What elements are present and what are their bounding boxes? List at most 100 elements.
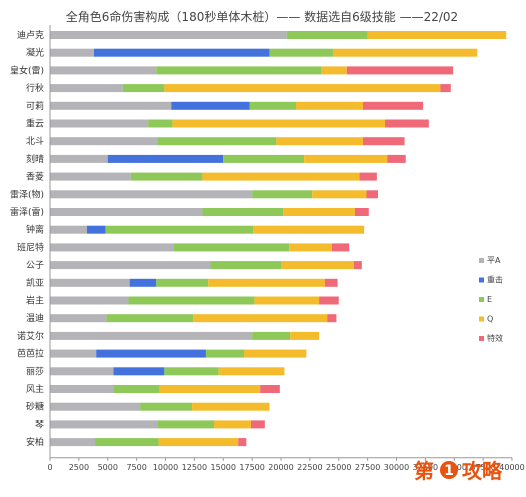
bar-segment [157,137,277,146]
bar-segment [290,331,320,340]
bar-segment [50,314,107,323]
bar-segment [157,420,215,429]
bar-segment [148,119,173,128]
bar-segment [286,31,368,39]
category-label: 公子 [26,260,44,271]
bar-segment [319,296,339,305]
legend-swatch [479,316,484,322]
bar-segment [193,314,328,323]
category-label: 钟离 [26,224,44,236]
bar-segment [50,172,131,181]
bar-segment [50,225,87,234]
bar-segment [96,349,206,358]
x-tick-label: 5000 [98,463,118,472]
bar-segment [214,420,251,429]
bar-segment [210,261,281,270]
watermark-text: 第 [414,459,434,483]
bar-segment [106,314,194,323]
bar-segment [50,402,141,411]
bar-segment [113,367,165,376]
x-tick-label: 22500 [297,463,322,472]
bar-segment [50,101,172,110]
bar-segment [140,402,193,411]
bar-segment [331,243,350,252]
legend-label: 重击 [487,275,503,285]
bar-segment [238,438,247,447]
bar-segment [289,243,332,252]
bar-segment [387,154,406,163]
watermark-text-2: 攻略 [462,459,503,483]
category-label: 雷泽(物) [10,188,44,200]
legend-label: E [487,295,492,304]
bar-segment [164,367,219,376]
bar-segment [113,385,160,393]
category-label: 凯亚 [26,277,44,289]
bar-segment [324,278,338,287]
bar-segment [128,296,255,305]
bar-segment [276,137,364,146]
legend-label: 特效 [487,333,503,343]
bars-layer [50,31,507,447]
bar-segment [296,101,364,110]
bar-segment [327,314,337,323]
category-label: 砂糖 [26,401,44,413]
category-label: 风主 [26,383,44,395]
x-tick-label: 27500 [355,463,380,472]
bar-segment [250,420,265,429]
bar-segment [208,278,325,287]
category-label: 琴 [35,419,44,430]
x-tick-label: 25000 [326,463,351,472]
category-label: 丽莎 [26,365,44,377]
category-label: 香菱 [26,171,44,183]
bar-segment [50,261,211,270]
watermark-badge [440,461,458,479]
bar-segment [156,278,209,287]
bar-segment [304,154,388,163]
bar-segment [367,31,507,39]
bar-segment [269,48,333,57]
bar-segment [173,243,290,252]
bar-segment [346,66,454,75]
bar-segment [164,84,441,93]
bar-segment [223,154,305,163]
x-tick-label: 40000 [499,463,524,472]
chart-title: 全角色6命伤害构成（180秒单体木桩）—— 数据选自6级技能 ——22/02 [66,9,458,24]
x-tick-label: 7500 [126,463,146,472]
category-label: 可莉 [26,100,44,112]
bar-segment [50,349,97,358]
bar-segment [50,278,130,287]
x-tick-label: 37500 [470,463,495,472]
category-label: 刻晴 [26,153,44,165]
bar-segment [50,31,287,39]
bar-segment [244,349,307,358]
category-label: 行秋 [26,82,44,94]
x-tick-label: 0 [47,463,52,472]
bar-segment [50,243,174,252]
bar-segment [130,172,203,181]
x-tick-label: 20000 [268,463,293,472]
category-label: 岩主 [26,295,44,307]
x-tick-label: 17500 [239,463,264,472]
x-tick-label: 12500 [182,463,207,472]
bar-segment [86,225,106,234]
bar-segment [192,402,270,411]
category-label: 诺艾尔 [17,330,44,342]
category-label: 皇女(雷) [10,64,44,76]
x-tick-label: 10000 [153,463,178,472]
category-label: 迪卢克 [17,29,44,41]
bar-segment [50,385,114,393]
legend: 平A 重击 E Q 特效 [479,256,503,343]
legend-swatch [479,297,484,302]
bar-segment [252,331,291,340]
legend-swatch [479,277,484,283]
bar-segment [281,261,354,270]
bar-segment [363,137,405,146]
bar-segment [50,48,94,57]
bar-segment [159,385,261,393]
x-tick-label: 2500 [69,463,89,472]
bar-segment [321,66,347,75]
bar-segment [50,296,129,305]
watermark-number: 1 [444,463,454,479]
legend-label: 平A [487,256,501,265]
